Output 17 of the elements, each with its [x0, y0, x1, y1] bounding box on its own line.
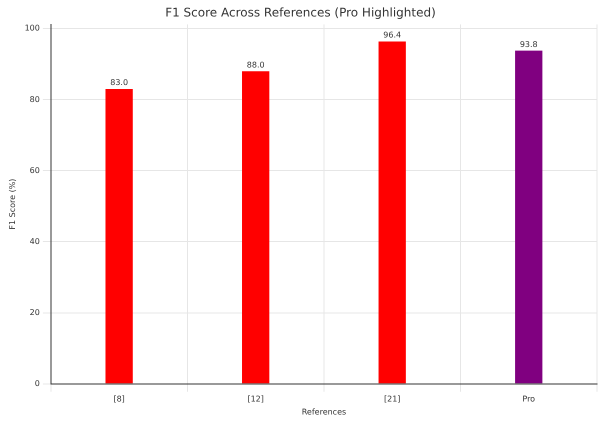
x-tick-label: Pro — [522, 394, 536, 404]
data-label: 83.0 — [110, 78, 128, 88]
data-label: 88.0 — [246, 60, 265, 70]
y-tick-label: 80 — [30, 94, 40, 104]
y-tick-label: 60 — [30, 166, 40, 175]
data-label: 93.8 — [520, 40, 538, 49]
data-label: 96.4 — [383, 30, 402, 40]
y-tick-label: 100 — [24, 24, 40, 33]
chart-title: F1 Score Across References (Pro Highlighted) — [165, 5, 436, 20]
x-axis-title: References — [302, 407, 346, 416]
y-tick-label: 20 — [30, 308, 40, 317]
x-tick-label: [21] — [384, 394, 400, 404]
y-tick-label: 0 — [34, 378, 40, 388]
y-tick-label: 40 — [30, 236, 40, 246]
y-axis-title: F1 Score (%) — [8, 178, 17, 230]
x-tick-label: [8] — [113, 394, 125, 404]
x-tick-label: [12] — [247, 394, 264, 404]
